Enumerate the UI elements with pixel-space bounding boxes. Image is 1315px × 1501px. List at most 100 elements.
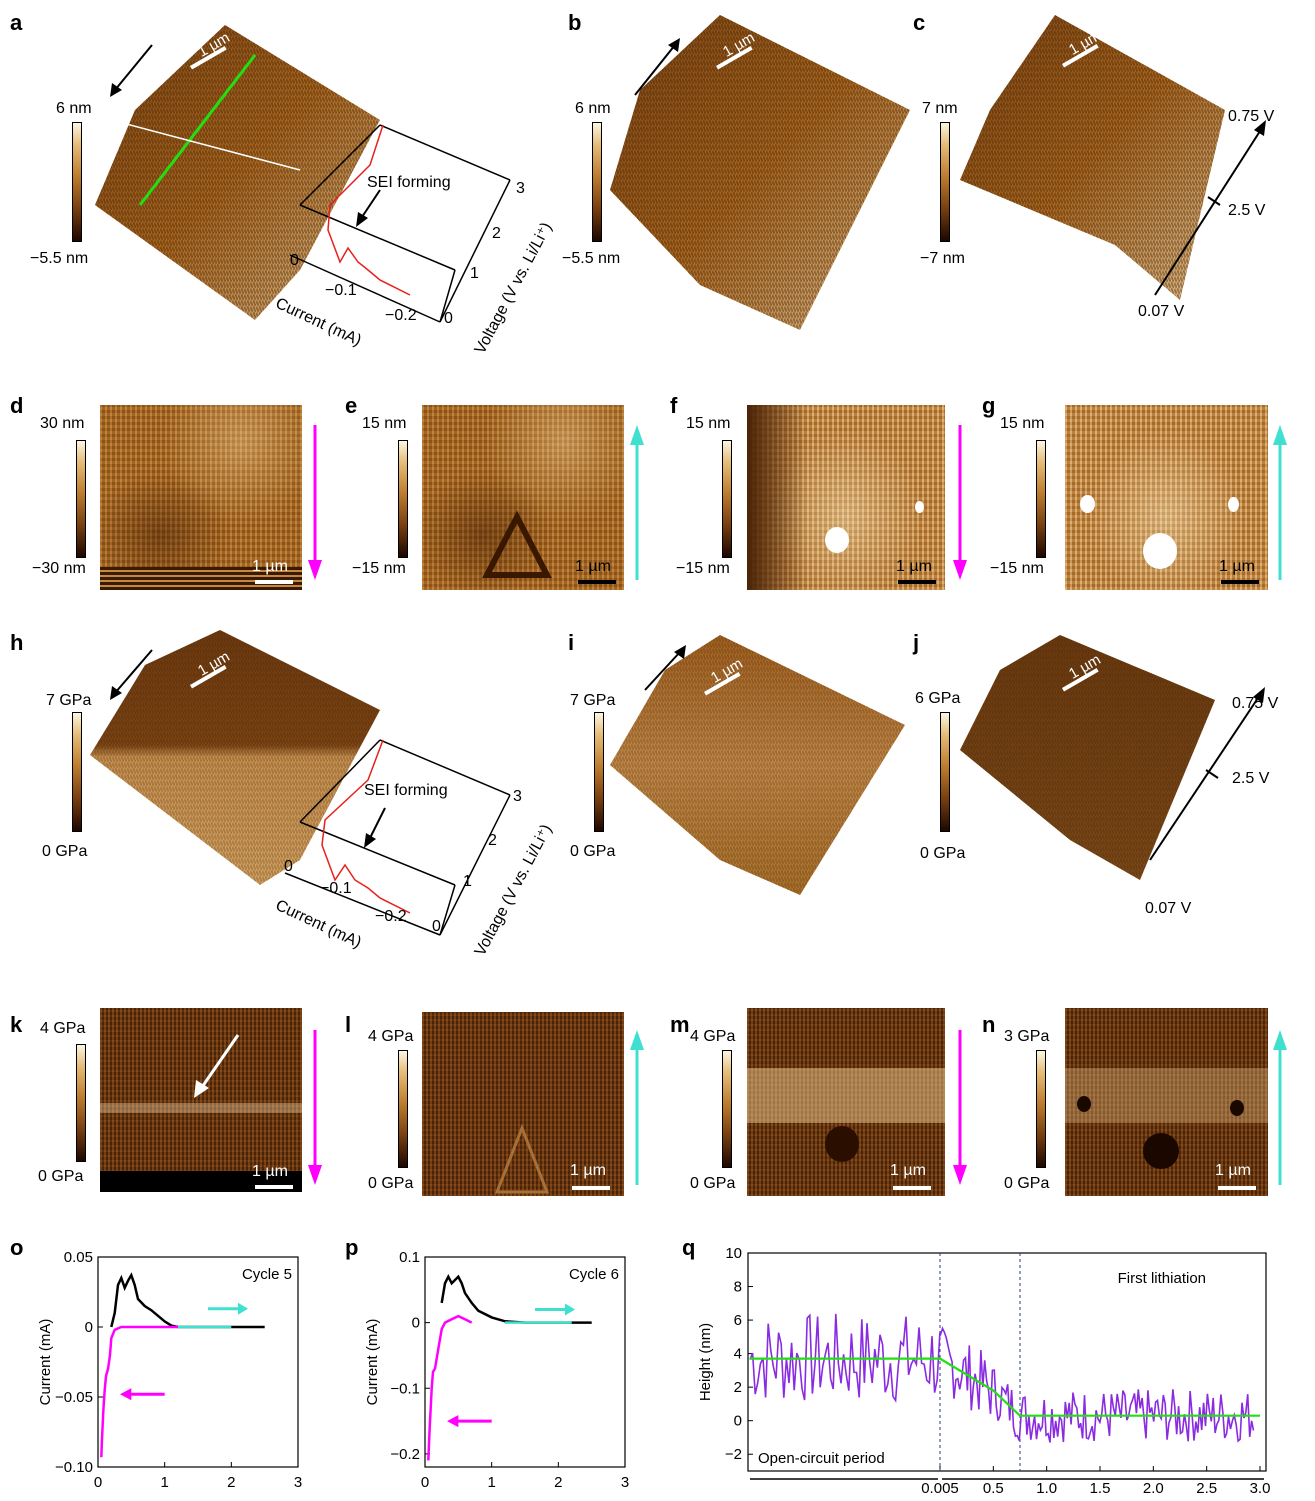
inset-h-annotation: SEI forming	[364, 782, 448, 799]
plot-frame	[97, 1256, 299, 1468]
chart-annotation: Cycle 6	[569, 1266, 619, 1283]
colorbar-m	[722, 1050, 732, 1168]
colorbar-a	[72, 122, 82, 242]
colorbar-f	[722, 440, 732, 558]
series-line	[100, 1325, 178, 1458]
inset-a-ytick: 2	[492, 225, 501, 242]
x-axis-label: Voltage (V vs. Li/Li⁺)	[129, 1499, 266, 1501]
colorbar-g-min: −15 nm	[990, 560, 1044, 577]
plot-frame	[747, 1252, 1267, 1472]
panel-label-k: k	[10, 1012, 23, 1037]
panel-label-l: l	[345, 1012, 352, 1037]
x-tick-label: 1	[160, 1474, 168, 1491]
fit-line	[750, 1357, 1260, 1417]
colorbar-h-min: 0 GPa	[42, 843, 88, 860]
colorbar-d-max: 30 nm	[40, 415, 85, 432]
chart-o: 0 1 2 3 0.05 0 −0.05 −0.10 Voltage (V vs. Li/Li⁺…	[37, 1249, 302, 1501]
panel-label-c: c	[913, 10, 926, 35]
series-line	[440, 1273, 592, 1324]
afm-image-m	[747, 1008, 945, 1196]
colorbar-l	[398, 1050, 408, 1168]
arrow-down-magenta-icon	[308, 1030, 322, 1185]
colorbar-h	[72, 712, 82, 832]
colorbar-d	[76, 440, 86, 558]
y-axis-label: Height (nm)	[697, 1323, 714, 1401]
inset-h-xtick: 0	[284, 858, 293, 875]
y-tick-label: 0	[85, 1319, 93, 1336]
x-tick-label: 1	[487, 1474, 495, 1491]
colorbar-l-max: 4 GPa	[368, 1028, 414, 1045]
y-tick-label: 0	[734, 1413, 742, 1430]
colorbar-e	[398, 440, 408, 558]
arrow-cyan-head-icon	[565, 1303, 575, 1316]
inset-a-xtick: −0.1	[325, 282, 357, 299]
panel-label-h: h	[10, 630, 24, 655]
colorbar-i-max: 7 GPa	[570, 692, 616, 709]
colorbar-f-max: 15 nm	[686, 415, 731, 432]
y-tick-label: 0	[412, 1315, 420, 1332]
y-tick-label: −2	[725, 1446, 742, 1463]
j-axis-mid: 2.5 V	[1232, 770, 1270, 787]
colorbar-k	[76, 1044, 86, 1162]
colorbar-i	[594, 712, 604, 832]
arrow-magenta-head-icon	[447, 1415, 459, 1428]
scalebar-e-label: 1 µm	[575, 558, 611, 575]
y-tick-label: 6	[734, 1312, 742, 1329]
colorbar-b-max: 6 nm	[575, 100, 611, 117]
colorbar-f-min: −15 nm	[676, 560, 730, 577]
c-axis-mid: 2.5 V	[1228, 202, 1266, 219]
y-tick-label: −0.2	[390, 1446, 420, 1463]
inset-a-curve	[327, 124, 411, 296]
y-tick-label: −0.1	[390, 1380, 420, 1397]
arrow-cyan-head-icon	[238, 1302, 248, 1315]
colorbar-i-min: 0 GPa	[570, 843, 616, 860]
y-axis-label: Current (mA)	[364, 1319, 381, 1406]
y-tick-label: 0.1	[399, 1249, 420, 1266]
green-profile-line	[138, 54, 257, 206]
x-tick-label: 1.5	[1090, 1480, 1111, 1497]
x-tick-label: 1.0	[1036, 1480, 1057, 1497]
scalebar-d	[255, 580, 293, 584]
colorbar-m-max: 4 GPa	[690, 1028, 736, 1045]
colorbar-n-max: 3 GPa	[1004, 1028, 1050, 1045]
scalebar-d-label: 1 µm	[252, 558, 288, 575]
arrow-up-cyan-icon	[630, 1030, 644, 1185]
panel-label-d: d	[10, 393, 24, 418]
c-axis-top: 0.75 V	[1228, 108, 1275, 125]
c-axis-bottom: 0.07 V	[1138, 303, 1185, 320]
arrow-up-cyan-icon	[1273, 425, 1287, 580]
arrow-down-icon	[110, 686, 122, 700]
y-tick-label: 2	[734, 1379, 742, 1396]
row3-3d-surfaces	[90, 630, 1265, 936]
inset-a-annotation: SEI forming	[367, 174, 451, 191]
x-tick-label: 2	[227, 1474, 235, 1491]
arrow-down-magenta-icon	[308, 425, 322, 580]
chart-annotation: First lithiation	[1118, 1270, 1206, 1287]
panel-label-m: m	[670, 1012, 690, 1037]
colorbar-h-max: 7 GPa	[46, 692, 92, 709]
colorbar-c-max: 7 nm	[922, 100, 958, 117]
scalebar-f	[898, 580, 936, 584]
inset-h-curve	[321, 739, 411, 914]
inset-h-xtick: −0.2	[375, 908, 407, 925]
colorbar-d-min: −30 nm	[32, 560, 86, 577]
x-axis-label: Voltage (V vs. Li/Li⁺)	[456, 1499, 593, 1501]
series-line	[427, 1314, 473, 1461]
afm-image-l	[422, 1012, 624, 1196]
colorbar-j-max: 6 GPa	[915, 690, 961, 707]
scalebar-f-label: 1 µm	[896, 558, 932, 575]
panel-label-b: b	[568, 10, 582, 35]
inset-h-ytick: 0	[432, 918, 441, 935]
scalebar-n	[1218, 1186, 1256, 1190]
panel-label-a: a	[10, 10, 23, 35]
x-tick-label: 3	[621, 1474, 629, 1491]
x-tick-label: 0	[421, 1474, 429, 1491]
scalebar-k	[255, 1185, 293, 1189]
arrow-white-icon	[194, 1034, 240, 1098]
axis-arrow-icon	[1253, 687, 1265, 703]
scalebar-m	[893, 1186, 931, 1190]
colorbar-m-min: 0 GPa	[690, 1175, 736, 1192]
x-tick-label: 0.5	[983, 1480, 1004, 1497]
inset-h-ytick: 2	[488, 832, 497, 849]
afm-image-g	[1065, 405, 1268, 590]
